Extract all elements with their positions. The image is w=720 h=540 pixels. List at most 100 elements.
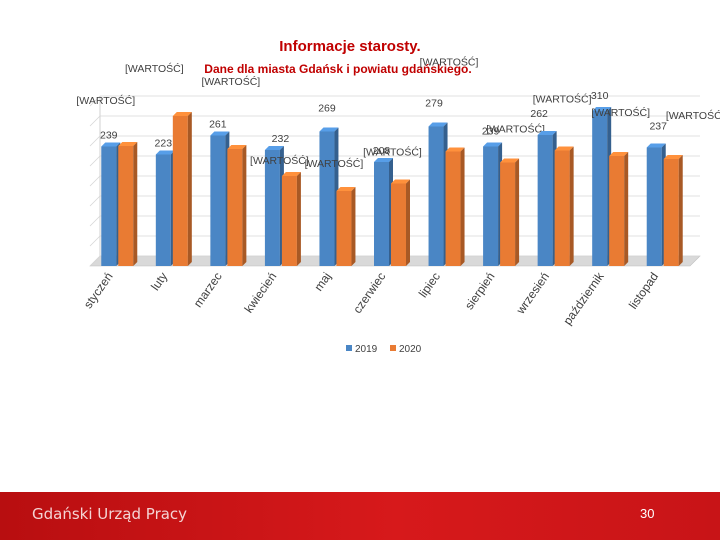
category-label-6: czerwiec (350, 270, 388, 316)
gridline-side (89, 95, 101, 107)
bar-top-2019-2 (155, 150, 175, 155)
bar-2019-4 (264, 150, 280, 266)
gridline-side (89, 175, 101, 187)
bar-top-2019-1 (101, 142, 121, 147)
bar-side-2020-8 (515, 158, 520, 266)
bar-top-2019-3 (210, 131, 230, 136)
data-label-2020-2: [WARTOŚĆ] (125, 62, 184, 75)
data-label-2020-5: [WARTOŚĆ] (305, 157, 364, 170)
bar-top-2020-6 (391, 179, 410, 184)
category-label-3: marzec (191, 270, 225, 310)
bar-2019-9 (537, 135, 553, 266)
bar-2020-3 (227, 149, 243, 266)
bar-top-2020-1 (118, 142, 138, 146)
legend-label-2019: 2019 (355, 344, 378, 355)
bar-top-2020-2 (172, 112, 192, 116)
bar-top-2019-7 (428, 122, 448, 127)
bar-top-2020-3 (227, 145, 247, 149)
category-label-10: październik (560, 269, 607, 328)
bar-side-2020-2 (187, 112, 192, 266)
bar-2019-3 (210, 135, 226, 266)
gridline-side (89, 115, 101, 127)
bar-2020-6 (391, 183, 406, 266)
category-label-11: listopad (626, 270, 661, 312)
bar-2020-1 (118, 146, 134, 266)
bar-side-2020-10 (624, 152, 629, 266)
category-label-7: lipiec (416, 270, 443, 300)
data-label-2020-6: [WARTOŚĆ] (363, 146, 422, 159)
data-label-2019-6: 208 (373, 145, 391, 157)
data-label-2019-1: 239 (100, 130, 118, 142)
bar-2019-5 (319, 131, 335, 266)
slide-subtitle: Dane dla miasta Gdańsk i powiatu gdański… (204, 62, 472, 76)
legend-swatch-2019 (346, 345, 352, 351)
bar-top-2019-5 (319, 127, 339, 132)
slide-title: Informacje starosty. (279, 38, 421, 55)
bar-top-2020-7 (445, 147, 465, 152)
bar-2020-4 (281, 176, 297, 266)
bar-top-2019-8 (483, 142, 503, 147)
category-label-5: maj (311, 270, 334, 294)
gridline-side (89, 235, 101, 247)
gridline-side (89, 195, 101, 207)
category-label-9: wrzesień (513, 270, 552, 318)
bar-top-2020-4 (281, 172, 301, 176)
data-label-2019-9: 262 (530, 108, 548, 120)
bar-2020-5 (336, 191, 352, 266)
bar-top-2019-10 (592, 107, 612, 111)
bar-top-2020-5 (336, 187, 356, 191)
data-label-2019-5: 269 (318, 103, 336, 115)
bar-side-2020-3 (242, 145, 247, 266)
data-label-2019-2: 223 (155, 138, 173, 150)
data-label-2019-3: 261 (209, 119, 227, 131)
bar-top-2019-11 (646, 143, 666, 148)
bar-top-2019-6 (374, 158, 393, 162)
data-label-2020-4: [WARTOŚĆ] (250, 154, 309, 167)
data-label-2020-11: [WARTOŚĆ] (666, 109, 720, 122)
data-label-2020-9: [WARTOŚĆ] (533, 93, 592, 106)
gridline-side (89, 135, 101, 147)
page-number: 30 (640, 506, 655, 521)
bar-2019-1 (101, 146, 117, 266)
bar-2020-2 (172, 116, 188, 266)
bar-side-2020-7 (460, 147, 465, 266)
category-label-4: kwiecień (241, 270, 279, 316)
legend-label-2020: 2020 (399, 344, 422, 355)
bar-top-2020-8 (500, 158, 520, 163)
bar-2019-7 (428, 126, 444, 266)
category-label-8: sierpień (462, 270, 498, 312)
footer-bar: Gdański Urząd Pracy 30 (0, 492, 720, 540)
bar-top-2020-10 (609, 152, 629, 156)
gridline-side (89, 215, 101, 227)
gridline-side (89, 255, 101, 267)
bar-side-2020-4 (296, 172, 301, 266)
bar-side-2020-6 (406, 179, 410, 266)
gridline-side (89, 155, 101, 167)
data-label-2020-7: [WARTOŚĆ] (420, 56, 479, 69)
data-label-2020-1: [WARTOŚĆ] (76, 94, 135, 107)
data-label-2019-7: 279 (425, 98, 443, 110)
bar-2019-2 (155, 154, 171, 266)
bar-side-2020-5 (351, 187, 356, 266)
data-label-2020-10: [WARTOŚĆ] (591, 106, 650, 119)
data-label-2020-3: [WARTOŚĆ] (201, 75, 260, 88)
data-label-2019-10: 310 (591, 90, 609, 102)
category-label-1: styczeń (81, 270, 116, 311)
bar-2020-11 (663, 159, 679, 266)
bar-side-2020-11 (678, 155, 683, 266)
bar-2019-10 (592, 111, 608, 266)
bar-2020-9 (554, 150, 570, 266)
data-label-2019-8: 239 (482, 126, 500, 138)
bar-top-2020-9 (554, 146, 574, 151)
bar-2020-7 (445, 151, 461, 266)
bar-top-2019-4 (264, 146, 284, 150)
bar-2019-8 (483, 146, 499, 266)
bar-2020-8 (500, 162, 516, 266)
bar-2020-10 (609, 156, 625, 266)
bar-chart: 239[WARTOŚĆ]styczeń223[WARTOŚĆ]luty261[W… (76, 56, 720, 356)
legend-swatch-2020 (390, 345, 396, 351)
bar-2019-11 (646, 147, 662, 266)
data-label-2019-4: 232 (272, 133, 290, 145)
footer-brand: Gdański Urząd Pracy (32, 505, 188, 523)
bar-top-2020-11 (663, 155, 683, 159)
